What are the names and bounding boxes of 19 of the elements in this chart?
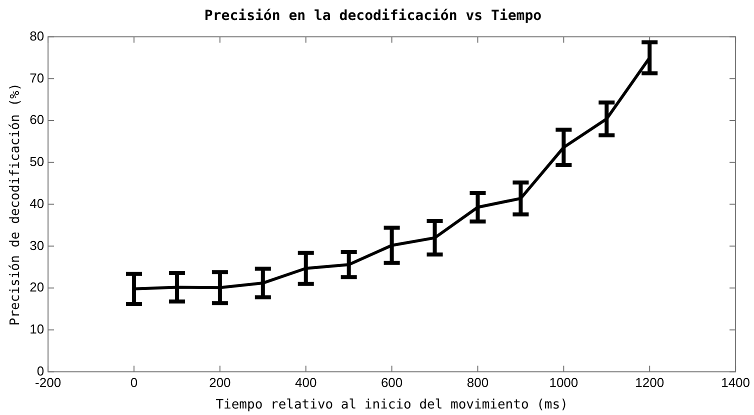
y-tick-label: 60 [30, 112, 44, 128]
chart-title: Precisión en la decodificación vs Tiempo [204, 8, 542, 24]
y-axis-title: Precisión de decodificación (%) [8, 82, 24, 326]
x-tick-label: 600 [380, 375, 403, 390]
x-tick-label: 800 [466, 375, 489, 390]
y-tick-label: 20 [30, 280, 44, 295]
y-tick-label: 40 [30, 196, 44, 211]
y-tick-label: 70 [30, 70, 44, 86]
x-tick-label: 1000 [549, 375, 578, 390]
y-tick-label: 50 [30, 154, 44, 170]
x-tick-label: 1200 [635, 375, 664, 390]
y-tick-label: 80 [30, 28, 44, 44]
x-axis-title: Tiempo relativo al inicio del movimiento (ms) [216, 398, 568, 413]
x-tick-label: 400 [295, 375, 317, 390]
x-tick-label: 0 [130, 375, 138, 390]
y-tick-label: 10 [30, 322, 44, 337]
x-tick-label: 200 [209, 375, 231, 390]
x-tick-label: 1400 [721, 375, 750, 390]
y-tick-label: 30 [30, 238, 44, 253]
